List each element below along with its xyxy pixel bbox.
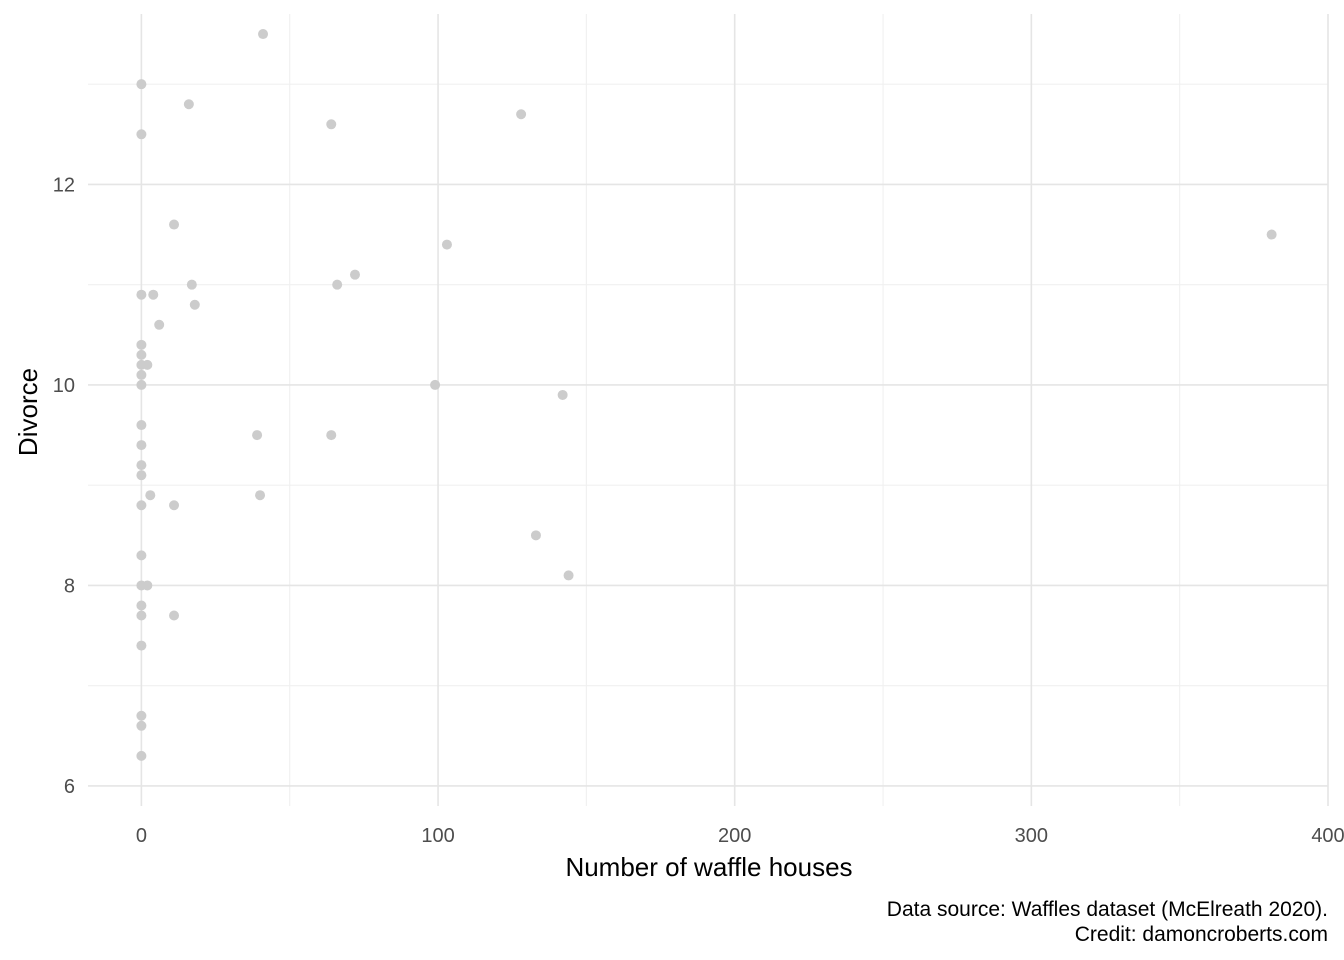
y-axis-title: Divorce	[13, 368, 43, 456]
y-tick-label: 8	[64, 575, 75, 597]
points	[136, 29, 1277, 761]
data-point	[136, 440, 147, 451]
data-point	[136, 289, 147, 300]
data-point	[136, 720, 147, 731]
y-tick-label: 6	[64, 776, 75, 798]
data-point	[258, 29, 269, 40]
data-point	[169, 500, 180, 511]
data-point	[136, 750, 147, 761]
data-point	[189, 299, 200, 310]
data-point	[186, 279, 197, 290]
data-point	[136, 610, 147, 621]
y-tick-label: 10	[53, 375, 75, 397]
data-point	[136, 470, 147, 481]
data-point	[136, 460, 147, 471]
data-point	[136, 710, 147, 721]
grid	[88, 14, 1329, 806]
data-point	[349, 269, 360, 280]
data-point	[255, 490, 266, 501]
x-axis-title: Number of waffle houses	[565, 852, 852, 882]
data-point	[136, 79, 147, 90]
data-point	[136, 369, 147, 380]
y-tick-label: 12	[53, 174, 75, 196]
x-tick-label: 0	[136, 825, 147, 847]
y-axis-ticks: 6 8 10 12	[53, 174, 75, 798]
data-point	[136, 129, 147, 140]
data-point	[183, 99, 194, 110]
data-point	[136, 420, 147, 431]
x-tick-label: 100	[421, 825, 454, 847]
data-point	[136, 550, 147, 561]
data-point	[563, 570, 574, 581]
data-point	[326, 430, 337, 441]
caption-line-1: Data source: Waffles dataset (McElreath …	[887, 898, 1328, 921]
data-point	[332, 279, 343, 290]
data-point	[136, 379, 147, 390]
data-point	[169, 219, 180, 230]
x-axis-ticks: 0 100 200 300 400	[136, 825, 1344, 847]
data-point	[136, 339, 147, 350]
data-point	[252, 430, 263, 441]
data-point	[136, 500, 147, 511]
data-point	[145, 490, 156, 501]
data-point	[142, 359, 153, 370]
x-tick-label: 400	[1311, 825, 1344, 847]
data-point	[1266, 229, 1277, 240]
data-point	[136, 349, 147, 360]
data-point	[516, 109, 527, 120]
data-point	[326, 119, 337, 130]
data-point	[430, 379, 441, 390]
data-point	[136, 640, 147, 651]
data-point	[148, 289, 159, 300]
caption-line-2: Credit: damoncroberts.com	[1075, 923, 1328, 946]
data-point	[530, 530, 541, 541]
x-tick-label: 300	[1015, 825, 1048, 847]
data-point	[136, 580, 147, 591]
data-point	[557, 389, 568, 400]
data-point	[169, 610, 180, 621]
data-point	[136, 600, 147, 611]
data-point	[441, 239, 452, 250]
data-point	[154, 319, 165, 330]
x-tick-label: 200	[718, 825, 751, 847]
